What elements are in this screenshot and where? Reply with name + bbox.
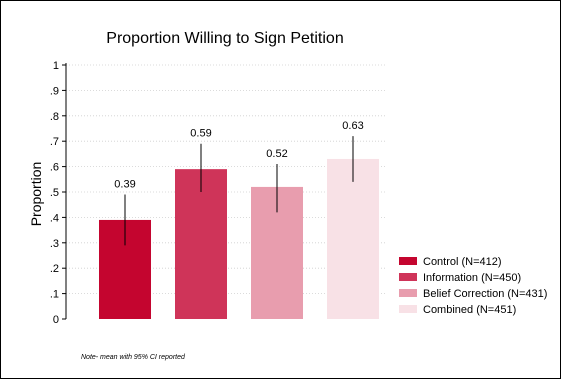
chart-note: Note- mean with 95% CI reported bbox=[81, 354, 186, 361]
y-tick-label: .4 bbox=[50, 212, 59, 224]
bar-value-label: 0.59 bbox=[190, 128, 211, 140]
y-tick-label: .2 bbox=[50, 263, 59, 275]
y-tick-label: .8 bbox=[50, 111, 59, 123]
y-tick-label: .6 bbox=[50, 162, 59, 174]
legend-label: Belief Correction (N=431) bbox=[423, 288, 547, 300]
y-tick-label: .3 bbox=[50, 238, 59, 250]
bar-value-label: 0.39 bbox=[114, 179, 135, 191]
bars: 0.39 0.59 0.52 0.63 bbox=[99, 120, 379, 319]
bar-value-label: 0.52 bbox=[266, 148, 287, 160]
y-tick-label: .1 bbox=[50, 289, 59, 301]
y-tick-label: 1 bbox=[53, 60, 59, 72]
legend-label: Control (N=412) bbox=[423, 256, 502, 268]
legend: Control (N=412) Information (N=450) Belief… bbox=[399, 256, 547, 316]
bar-value-label: 0.63 bbox=[342, 120, 363, 132]
y-tick-label: 0 bbox=[53, 314, 59, 326]
bar bbox=[175, 169, 227, 319]
y-axis: 0 .1 .2 .3 .4 .5 .6 .7 .8 .9 1 bbox=[50, 60, 67, 326]
chart-title: Proportion Willing to Sign Petition bbox=[106, 30, 343, 47]
y-tick-label: .7 bbox=[50, 136, 59, 148]
legend-swatch bbox=[399, 289, 417, 297]
legend-label: Combined (N=451) bbox=[423, 304, 516, 316]
legend-swatch bbox=[399, 257, 417, 265]
legend-label: Information (N=450) bbox=[423, 272, 521, 284]
legend-swatch bbox=[399, 305, 417, 313]
y-axis-label: Proportion bbox=[28, 162, 44, 227]
bar bbox=[327, 158, 379, 319]
y-tick-label: .9 bbox=[50, 85, 59, 97]
legend-swatch bbox=[399, 273, 417, 281]
y-tick-label: .5 bbox=[50, 187, 59, 199]
